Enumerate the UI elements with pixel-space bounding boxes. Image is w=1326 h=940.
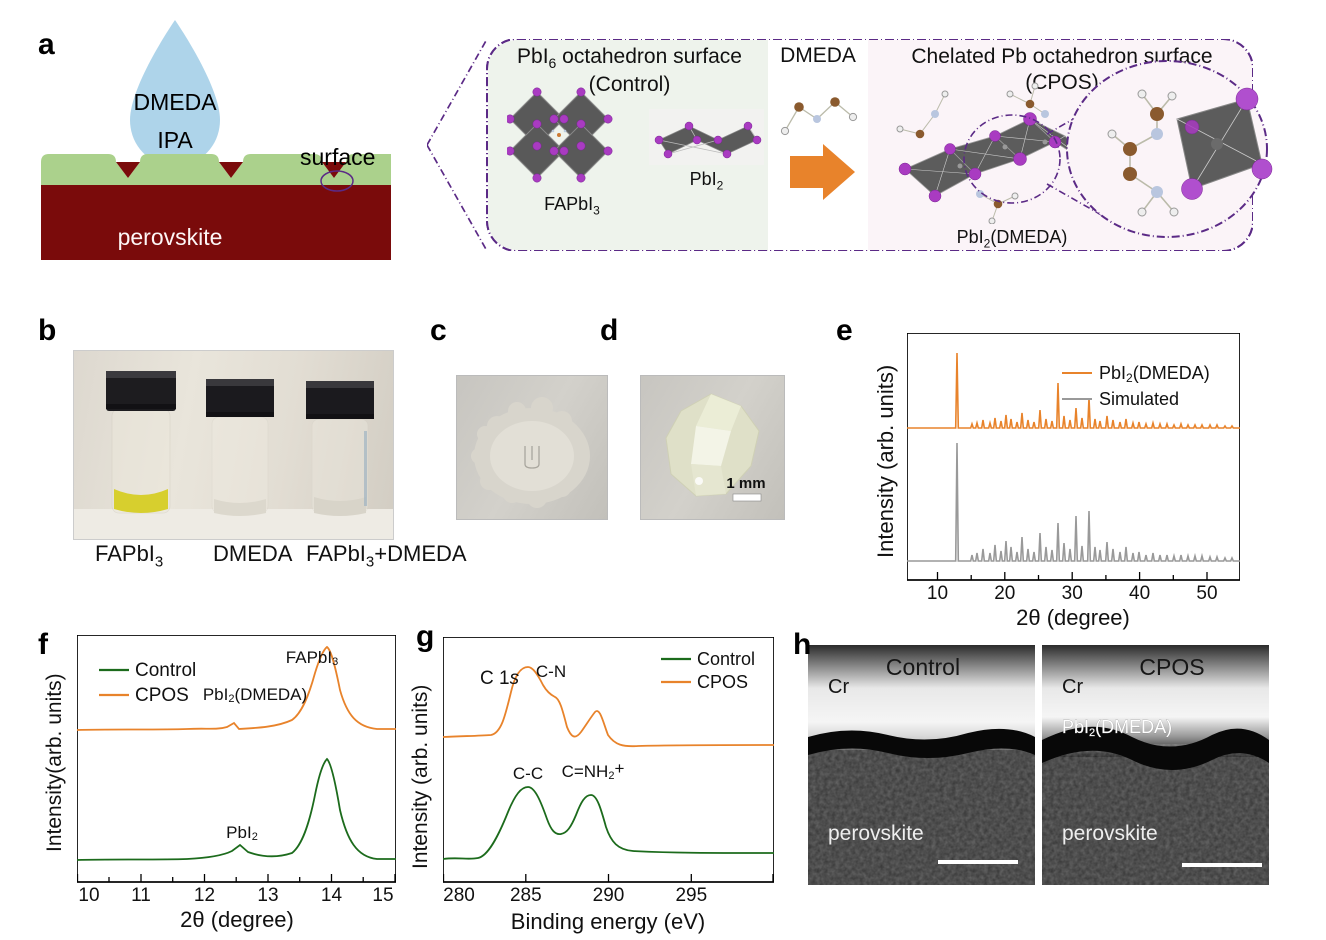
svg-text:Cr: Cr bbox=[1062, 676, 1083, 698]
svg-text:290: 290 bbox=[593, 885, 625, 906]
svg-text:C-C: C-C bbox=[513, 764, 543, 783]
svg-text:10: 10 bbox=[78, 885, 99, 906]
svg-text:C-N: C-N bbox=[536, 662, 566, 681]
svg-text:12: 12 bbox=[194, 885, 215, 906]
svg-text:PbI2: PbI2 bbox=[226, 823, 258, 843]
svg-text:30: 30 bbox=[1062, 583, 1083, 604]
svg-text:Simulated: Simulated bbox=[1099, 389, 1179, 409]
svg-text:Control: Control bbox=[135, 660, 196, 681]
svg-text:10: 10 bbox=[927, 583, 948, 604]
svg-text:280: 280 bbox=[443, 885, 475, 906]
svg-text:PbI2(DMEDA): PbI2(DMEDA) bbox=[1062, 717, 1172, 739]
svg-text:CPOS: CPOS bbox=[135, 685, 189, 706]
svg-text:CPOS: CPOS bbox=[697, 672, 748, 692]
svg-text:20: 20 bbox=[994, 583, 1015, 604]
svg-text:40: 40 bbox=[1129, 583, 1150, 604]
svg-text:11: 11 bbox=[131, 885, 151, 906]
svg-text:perovskite: perovskite bbox=[118, 224, 223, 250]
svg-text:13: 13 bbox=[257, 885, 278, 906]
svg-text:50: 50 bbox=[1196, 583, 1217, 604]
svg-text:Binding energy (eV): Binding energy (eV) bbox=[511, 909, 705, 934]
svg-text:FAPbI3: FAPbI3 bbox=[286, 648, 338, 668]
svg-text:perovskite: perovskite bbox=[1062, 822, 1158, 845]
svg-text:15: 15 bbox=[372, 885, 393, 906]
svg-text:CPOS: CPOS bbox=[1139, 654, 1204, 680]
svg-text:PbI2(DMEDA): PbI2(DMEDA) bbox=[203, 685, 307, 705]
svg-text:perovskite: perovskite bbox=[828, 822, 924, 845]
svg-text:C=NH2+: C=NH2+ bbox=[562, 759, 625, 782]
svg-text:285: 285 bbox=[510, 885, 542, 906]
svg-text:IPA: IPA bbox=[157, 127, 193, 153]
svg-text:2θ (degree): 2θ (degree) bbox=[1016, 605, 1130, 630]
svg-text:1 mm: 1 mm bbox=[726, 475, 765, 492]
svg-text:14: 14 bbox=[321, 885, 343, 906]
svg-text:C 1s: C 1s bbox=[480, 668, 520, 689]
svg-text:surface: surface bbox=[300, 144, 375, 170]
svg-text:DMEDA: DMEDA bbox=[133, 89, 217, 115]
svg-text:Control: Control bbox=[886, 654, 960, 680]
svg-text:Cr: Cr bbox=[828, 676, 849, 698]
svg-text:295: 295 bbox=[675, 885, 707, 906]
svg-text:Control: Control bbox=[697, 649, 755, 669]
svg-text:2θ (degree): 2θ (degree) bbox=[180, 907, 294, 932]
svg-text:PbI2(DMEDA): PbI2(DMEDA) bbox=[1099, 363, 1210, 385]
